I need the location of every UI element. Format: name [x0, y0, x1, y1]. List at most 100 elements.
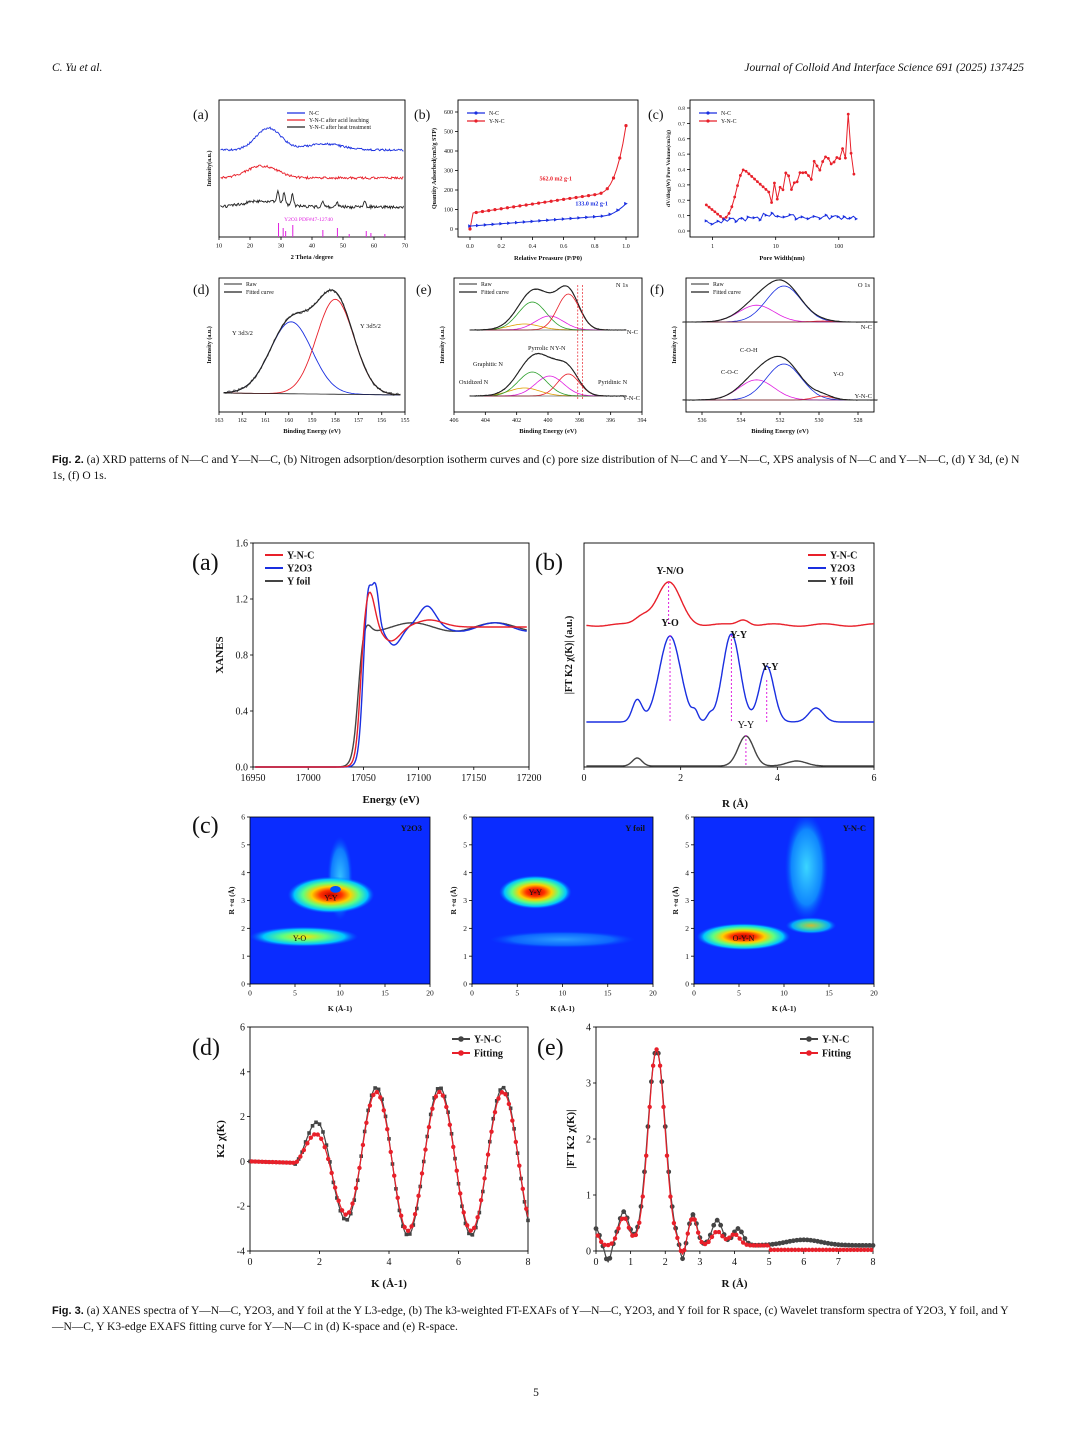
fig2e-title: N 1s [616, 282, 629, 289]
fig2a-x-tick-label: 60 [371, 243, 378, 250]
fig3d-point-fitting [256, 1159, 261, 1164]
fig3c-heatmap [472, 817, 653, 984]
fig2c-y-tick-label: 0.5 [678, 152, 685, 158]
fig2c-point-nc [830, 214, 835, 219]
fig2c-point-nc [854, 217, 859, 221]
fig3e-point-fitting [803, 1247, 808, 1253]
fig2c-legend-entry: N-C [721, 111, 731, 117]
fig3e-point-fitting [744, 1242, 749, 1247]
fig3d-point-fitting [461, 1210, 466, 1215]
fig2e-x-tick-label: 404 [481, 418, 490, 424]
fig3c-spot-label: Y-Y [529, 888, 543, 897]
fig2c-point-ync [849, 151, 853, 155]
fig3c-y-tick-label: 6 [685, 813, 689, 822]
fig2c-y-tick-label: 0.6 [678, 137, 685, 143]
fig3c-y-tick-label: 4 [463, 868, 467, 877]
fig3e-point-fitting [702, 1241, 708, 1247]
fig2b-legend-entry: Y-N-C [489, 119, 505, 125]
fig2f-ync-fitted [682, 355, 878, 401]
fig2b-point-ync [624, 124, 628, 128]
fig2c-point-nc [818, 217, 823, 221]
fig2b-point-ync [580, 194, 584, 199]
legend-marker [474, 119, 478, 123]
fig3b-series-y2o3 [586, 633, 874, 723]
fig3e-point-fitting [706, 1239, 711, 1245]
fig3d-point-fitting [294, 1159, 300, 1164]
fig3c-xlabel: K (Å-1) [328, 1004, 353, 1013]
fig3e-point-fitting [595, 1233, 600, 1238]
fig2f-title: O 1s [858, 282, 871, 289]
fig3d-point-fitting [444, 1104, 449, 1110]
fig3e-point-fitting [785, 1247, 791, 1253]
fig2d-x-tick-label: 157 [354, 418, 363, 424]
fig3d-point-fitting [513, 1139, 519, 1145]
fig2a-pdf-label: Y2O3 PDF#47-12740 [284, 217, 333, 223]
fig2-caption-text: (a) XRD patterns of N—C and Y—N—C, (b) N… [52, 454, 1020, 482]
fig3c-panel-title: Y-N-C [843, 823, 866, 833]
fig3a-series-y2o3 [255, 581, 527, 768]
fig3a-x-tick-label: 17000 [296, 773, 321, 784]
fig2d-xlabel: Binding Energy (eV) [283, 428, 340, 435]
fig2a-panel-label: (a) [193, 108, 209, 123]
fig2d-x-tick-label: 155 [401, 418, 410, 424]
fig3e-point-fitting [640, 1194, 645, 1199]
fig3c-wavelet-panel [249, 816, 431, 985]
fig2e-annot-pyridinic: Pyridinic N [598, 379, 628, 386]
fig3d-point-fitting [440, 1093, 446, 1098]
fig3d-point-ync [432, 1096, 436, 1100]
fig3e-point-fitting [633, 1232, 639, 1238]
fig3d-point-fitting [381, 1108, 386, 1113]
fig2c-point-ync [733, 195, 737, 199]
fig3e-point-fitting [862, 1247, 867, 1253]
fig3d-point-fitting [270, 1159, 275, 1165]
fig3d-point-fitting [291, 1160, 296, 1166]
fig3c-x-tick-label: 10 [336, 989, 344, 998]
fig3e-x-tick-label: 1 [628, 1257, 633, 1268]
fig3c-spot-label: O-Y-N [733, 934, 755, 943]
fig3c-y-tick-label: 1 [685, 952, 689, 961]
fig3d-point-fitting [259, 1159, 265, 1164]
fig3c-spot-label: Y-Y [324, 894, 338, 903]
fig2b-frame [457, 99, 639, 238]
fig2c-point-ync [841, 147, 844, 151]
fig2e-x-tick-label: 402 [512, 418, 521, 424]
fig3e-x-tick-label: 3 [697, 1257, 702, 1268]
fig3e-point-fitting [689, 1217, 694, 1222]
fig3e-point-fitting [820, 1247, 825, 1253]
fig3e-point-fitting [837, 1247, 843, 1253]
fig2c-point-ync [804, 171, 808, 174]
fig3e-point-fitting [851, 1247, 857, 1253]
fig3c-wavelet-panel [471, 816, 654, 985]
fig2a-ylabel: Intensity(a.u.) [206, 150, 213, 186]
fig2f-ync-label: Y-N-C [855, 393, 872, 400]
fig3b-legend-entry: Y foil [830, 577, 853, 588]
fig3e-point-fitting [779, 1247, 784, 1253]
fig3e-point-fitting [782, 1247, 787, 1253]
fig2d-ylabel: Intensity (a.u.) [206, 326, 213, 364]
fig2d-raw [223, 288, 401, 396]
fig3c-x-tick-label: 0 [248, 989, 252, 998]
fig2c-point-ync [824, 155, 827, 159]
fig3c-y-tick-label: 2 [241, 924, 245, 933]
fig3e-point-ync [711, 1222, 717, 1228]
fig3d-point-ync [307, 1131, 311, 1135]
fig3d-point-fitting [385, 1126, 390, 1132]
fig2b-point-nc [515, 220, 519, 225]
fig3c-y-tick-label: 2 [463, 924, 467, 933]
fig3c-blob [785, 917, 837, 934]
fig2b-point-ync [549, 199, 553, 203]
fig2b-point-nc [561, 217, 566, 221]
fig2c-point-nc [740, 216, 744, 220]
fig2c-xlabel: Pore Width(nm) [759, 255, 804, 262]
fig2a-series-nc [220, 126, 404, 152]
fig2d-baseline [223, 392, 401, 396]
fig2d-legend-entry: Fitted curve [246, 290, 274, 296]
fig2b-annot-ync: 562.0 m2 g-1 [540, 176, 573, 182]
fig2c-point-ync [781, 188, 785, 192]
fig3e-point-fitting [657, 1063, 663, 1068]
fig2c-y-tick-label: 0.2 [678, 198, 685, 204]
fig2b-point-ync [505, 206, 510, 210]
fig2b-ylabel: Quantity Adsorbed(cm3/g STP) [431, 128, 438, 209]
fig2e-x-tick-label: 396 [606, 418, 615, 424]
fig3d-point-fitting [360, 1142, 366, 1148]
